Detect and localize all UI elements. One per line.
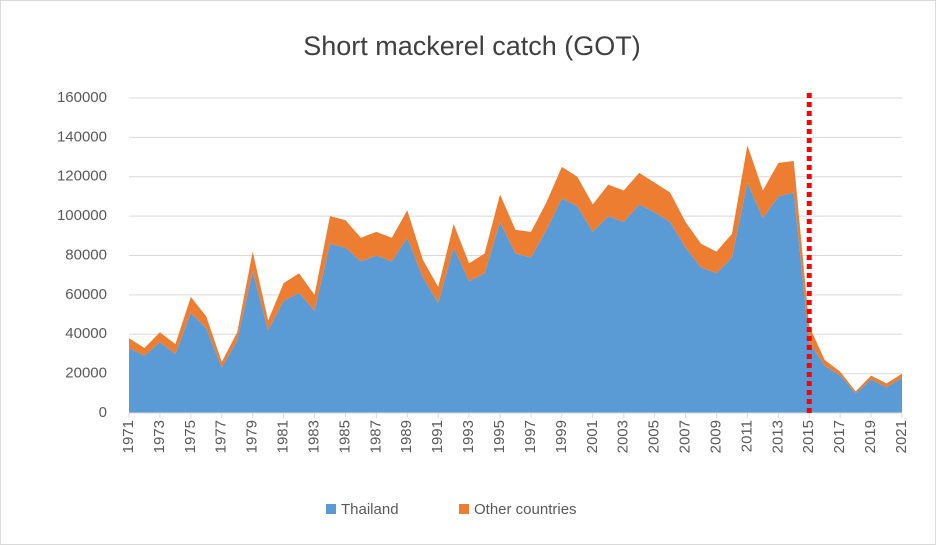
legend-label: Other countries [474,501,577,518]
area [129,182,902,413]
y-tick-label: 20000 [65,365,107,382]
x-tick-label: 1977 [213,420,230,453]
y-tick-label: 80000 [65,246,107,263]
x-tick-label: 2003 [615,420,632,453]
x-tick-label: 2019 [862,420,879,453]
legend-swatch [326,504,336,514]
x-tick-label: 1995 [491,420,508,453]
y-tick-label: 120000 [57,168,107,185]
x-tick-label: 2021 [893,420,910,453]
x-tick-label: 1981 [275,420,292,453]
x-tick-label: 2015 [800,420,817,453]
y-tick-label: 0 [99,404,107,421]
x-tick-label: 2017 [831,420,848,453]
x-tick-label: 2007 [677,420,694,453]
x-tick-label: 2013 [769,420,786,453]
legend-label: Thailand [341,501,399,518]
y-tick-label: 60000 [65,286,107,303]
x-tick-label: 1999 [553,420,570,453]
chart-title: Short mackerel catch (GOT) [303,31,641,61]
x-tick-label: 1971 [120,420,137,453]
legend-swatch [459,504,469,514]
x-tick-label: 1985 [336,420,353,453]
y-tick-label: 100000 [57,207,107,224]
x-tick-label: 2005 [646,420,663,453]
x-tick-label: 2009 [707,420,724,453]
x-tick-label: 1991 [429,420,446,453]
x-tick-label: 1975 [182,420,199,453]
x-tick-label: 1987 [367,420,384,453]
x-tick-label: 1989 [398,420,415,453]
y-tick-label: 140000 [57,128,107,145]
y-tick-label: 40000 [65,325,107,342]
x-tick-label: 2001 [584,420,601,453]
x-tick-label: 1997 [522,420,539,453]
x-tick-label: 1993 [460,420,477,453]
x-tick-label: 1979 [244,420,261,453]
x-tick-label: 1983 [305,420,322,453]
y-tick-label: 160000 [57,89,107,106]
x-tick-label: 1973 [151,420,168,453]
x-tick-label: 2011 [738,420,755,452]
